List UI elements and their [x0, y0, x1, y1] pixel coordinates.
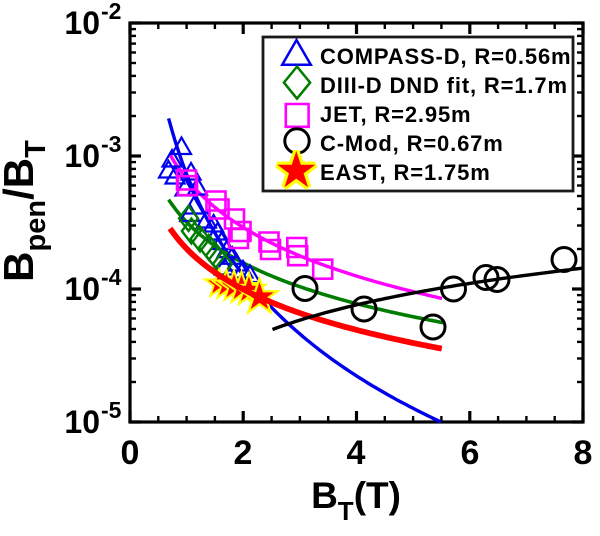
svg-text:10: 10: [64, 138, 100, 174]
svg-text:C-Mod, R=0.67m: C-Mod, R=0.67m: [320, 131, 504, 156]
svg-text:-3: -3: [101, 131, 121, 157]
svg-text:JET, R=2.95m: JET, R=2.95m: [320, 102, 471, 127]
svg-text:10: 10: [64, 271, 100, 307]
svg-text:2: 2: [234, 434, 253, 472]
svg-text:COMPASS-D, R=0.56m: COMPASS-D, R=0.56m: [320, 44, 571, 69]
svg-text:4: 4: [347, 434, 366, 472]
svg-text:10: 10: [64, 5, 100, 41]
svg-text:-4: -4: [101, 264, 122, 290]
svg-text:EAST, R=1.75m: EAST, R=1.75m: [320, 160, 491, 185]
svg-text:6: 6: [461, 434, 480, 472]
svg-text:8: 8: [574, 434, 593, 472]
svg-text:-5: -5: [101, 397, 122, 423]
svg-text:0: 0: [121, 434, 140, 472]
svg-text:10: 10: [64, 404, 100, 440]
svg-text:DIII-D DND fit, R=1.7m: DIII-D DND fit, R=1.7m: [320, 73, 568, 98]
svg-text:-2: -2: [101, 0, 121, 24]
